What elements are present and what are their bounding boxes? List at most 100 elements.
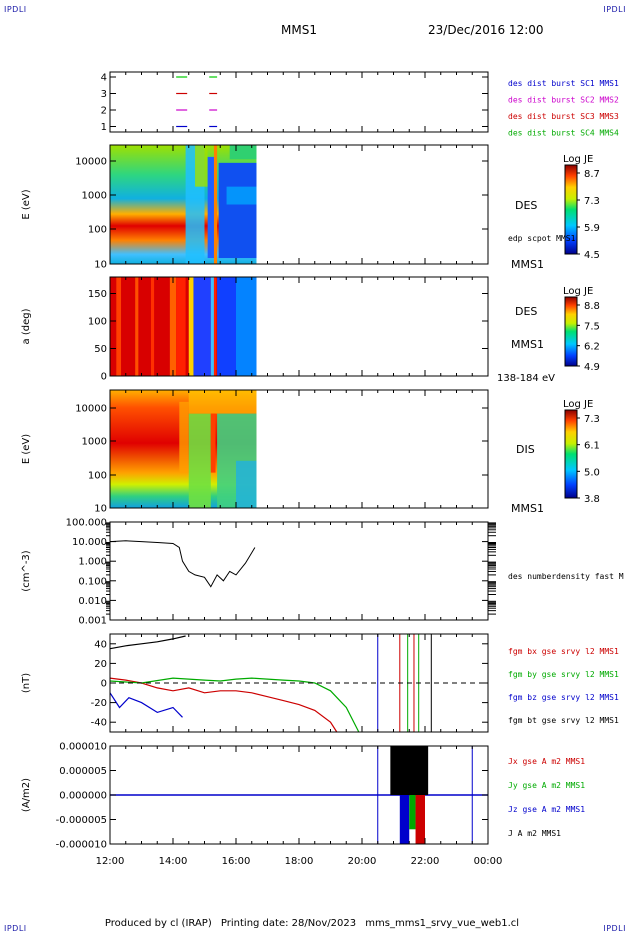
y-tick-label: 10: [94, 504, 107, 515]
panel-bottom-label: 138-184 eV: [497, 373, 555, 384]
y-tick-label: 0.010: [78, 596, 107, 607]
footer-produced-by: Produced by cl (IRAP): [104, 918, 212, 929]
y-tick-label: 0.000005: [59, 766, 107, 777]
spectrogram-stripe: [210, 413, 216, 473]
legend-entry: des numberdensity fast M: [508, 572, 624, 581]
legend-entry: des dist burst SC2 MMS2: [508, 96, 619, 105]
spectrogram-stripe: [236, 277, 257, 376]
colorbar: [564, 409, 578, 499]
y-axis-label: (nT): [21, 673, 32, 693]
colorbar-tick-label: 8.8: [584, 301, 600, 312]
y-tick-label: 4: [101, 73, 107, 84]
panel-side-label-2: MMS1: [511, 338, 544, 351]
y-tick-label: 2: [101, 106, 107, 117]
y-tick-label: 10000: [75, 404, 107, 415]
time-axis-label: 12:00: [96, 856, 125, 867]
panel-bottom-label: MMS1: [511, 502, 544, 515]
panel-frame-availability: [109, 71, 489, 133]
corner-label-bottom-right: IPDLI: [603, 924, 626, 933]
spectrogram-stripe: [207, 156, 216, 259]
time-axis-label: 00:00: [474, 856, 503, 867]
colorbar-tick-label: 4.9: [584, 362, 600, 373]
spectrogram-stripe: [236, 460, 257, 508]
density-series: [109, 540, 256, 588]
spectrogram-stripe: [213, 145, 218, 264]
colorbar-tick-label: 3.8: [584, 494, 600, 505]
y-tick-label: -0.000010: [56, 840, 107, 851]
mission-title: MMS1: [281, 23, 317, 37]
legend-entry: des dist burst SC3 MMS3: [508, 112, 619, 121]
y-tick-label: 150: [88, 289, 107, 300]
y-tick-label: 10000: [75, 157, 107, 168]
colorbar-tick-label: 7.5: [584, 321, 600, 332]
colorbar-title: Log JE: [563, 154, 593, 165]
spectrogram-stripe: [188, 390, 257, 414]
bfield-series: [109, 635, 186, 650]
colorbar: [564, 296, 578, 367]
legend-entry: fgm bt gse srvy l2 MMS1: [508, 716, 619, 725]
colorbar: [564, 164, 578, 255]
legend-entry: fgm by gse srvy l2 MMS1: [508, 670, 619, 679]
spectrogram-stripe: [188, 413, 211, 508]
spectrogram-stripe: [229, 145, 257, 160]
y-tick-label: 10: [94, 260, 107, 271]
current-burst-negative: [399, 795, 410, 844]
legend-entry: des dist burst SC1 MMS1: [508, 79, 619, 88]
spectrogram-stripe: [188, 277, 194, 376]
y-tick-label: 1.000: [78, 557, 107, 568]
colorbar-tick-label: 7.3: [584, 414, 600, 425]
y-axis-label: (cm^-3): [21, 550, 32, 591]
colorbar-tick-label: 4.5: [584, 250, 600, 261]
legend-entry: Jx gse A m2 MMS1: [508, 757, 585, 766]
time-axis-label: 16:00: [222, 856, 251, 867]
spectrogram-stripe: [169, 277, 177, 376]
current-burst-positive: [390, 746, 429, 795]
time-axis-label: 22:00: [411, 856, 440, 867]
footer-file-name: mms_mms1_srvy_vue_web1.cl: [365, 918, 520, 929]
legend-entry: fgm bx gse srvy l2 MMS1: [508, 647, 619, 656]
y-axis-label: a (deg): [21, 308, 32, 344]
y-tick-label: 100: [88, 471, 107, 482]
bfield-series: [109, 677, 338, 733]
y-axis-label: (A/m2): [21, 778, 32, 812]
time-axis-label: 20:00: [348, 856, 377, 867]
colorbar-title: Log JE: [563, 286, 593, 297]
panel-side-label: DIS: [516, 443, 535, 456]
spectrogram-stripe: [218, 162, 257, 259]
y-axis-label: E (eV): [21, 189, 32, 219]
y-tick-label: -0.000005: [56, 815, 107, 826]
y-tick-label: 100: [88, 317, 107, 328]
corner-label-top-left: IPDLI: [4, 5, 27, 14]
colorbar-tick-label: 5.0: [584, 467, 600, 478]
legend-entry: J A m2 MMS1: [508, 829, 561, 838]
y-tick-label: 100: [88, 225, 107, 236]
legend-entry: Jz gse A m2 MMS1: [508, 805, 585, 814]
spectrogram-stripe: [135, 277, 139, 376]
y-tick-label: 0: [101, 372, 107, 383]
spectrogram-stripe: [116, 277, 122, 376]
time-axis-label: 14:00: [159, 856, 188, 867]
y-tick-label: 0: [101, 679, 107, 690]
spectrogram-stripe: [195, 145, 208, 187]
current-burst-negative: [415, 795, 425, 844]
y-tick-label: 1: [101, 122, 107, 133]
y-tick-label: 0.000010: [59, 742, 107, 753]
y-tick-label: 50: [94, 344, 107, 355]
legend-entry: des dist burst SC4 MMS4: [508, 129, 619, 138]
spectrogram-stripe: [226, 186, 257, 205]
colorbar-tick-label: 6.1: [584, 441, 600, 452]
panel-bottom-label: MMS1: [511, 258, 544, 271]
y-tick-label: -20: [91, 698, 107, 709]
bfield-series: [109, 692, 183, 718]
panel-frame-density: [109, 521, 489, 621]
current-burst-negative: [409, 795, 416, 830]
colorbar-tick-label: 6.2: [584, 342, 600, 353]
footer-printing-date: Printing date: 28/Nov/2023: [220, 918, 357, 929]
y-tick-label: 1000: [82, 437, 107, 448]
y-tick-label: 100.000: [66, 518, 107, 529]
legend-entry: fgm bz gse srvy l2 MMS1: [508, 693, 619, 702]
time-axis-label: 18:00: [285, 856, 314, 867]
corner-label-bottom-left: IPDLI: [4, 924, 27, 933]
y-tick-label: 1000: [82, 191, 107, 202]
